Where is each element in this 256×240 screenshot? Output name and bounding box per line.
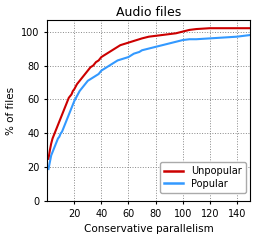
Unpopular [47, 157, 50, 160]
Y-axis label: % of files: % of files [6, 86, 16, 135]
Unpopular [127, 41, 130, 44]
Popular [51, 151, 54, 154]
Unpopular [51, 137, 54, 140]
Popular [127, 56, 130, 59]
Popular [86, 79, 89, 82]
Line: Popular: Popular [48, 35, 250, 169]
Unpopular [86, 69, 89, 72]
X-axis label: Conservative parallelism: Conservative parallelism [84, 224, 214, 234]
Popular [67, 113, 70, 116]
Popular [50, 154, 53, 157]
Line: Unpopular: Unpopular [48, 28, 250, 159]
Unpopular [124, 42, 127, 45]
Unpopular [50, 142, 53, 145]
Unpopular [249, 27, 252, 30]
Popular [249, 34, 252, 36]
Unpopular [67, 96, 70, 99]
Popular [124, 56, 127, 59]
Legend: Unpopular, Popular: Unpopular, Popular [160, 162, 246, 193]
Title: Audio files: Audio files [116, 6, 182, 18]
Popular [47, 168, 50, 170]
Unpopular [208, 27, 211, 30]
